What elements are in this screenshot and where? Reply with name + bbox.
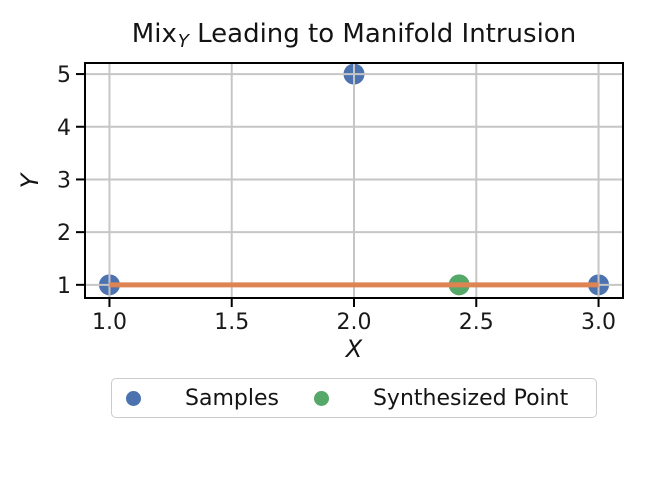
y-tick-label: 3 bbox=[57, 168, 71, 193]
legend-label-samples: Samples bbox=[185, 385, 279, 411]
x-tick-label: 2.0 bbox=[337, 310, 372, 335]
x-axis-label: X bbox=[345, 335, 363, 363]
axes-spines bbox=[84, 62, 624, 299]
legend-item-samples: Samples bbox=[126, 386, 279, 411]
legend: Samples Synthesized Point bbox=[111, 378, 597, 418]
x-tick-label: 3.0 bbox=[581, 310, 616, 335]
y-axis-label: Y bbox=[16, 173, 44, 189]
x-tick-label: 1.0 bbox=[92, 310, 127, 335]
chart-title: MixY Leading to Manifold Intrusion bbox=[85, 20, 623, 56]
y-tick-label: 4 bbox=[57, 116, 71, 141]
legend-label-synthesized-point: Synthesized Point bbox=[372, 385, 569, 411]
chart-title-subscript: Y bbox=[177, 31, 189, 52]
legend-item-synthesized-point: Synthesized Point bbox=[313, 385, 569, 411]
chart-title-suffix: Leading to Manifold Intrusion bbox=[188, 19, 577, 49]
synthesized-point-marker-icon bbox=[313, 390, 329, 406]
x-tick-label: 1.5 bbox=[214, 310, 249, 335]
x-tick-label: 2.5 bbox=[459, 310, 494, 335]
y-tick-label: 2 bbox=[57, 221, 71, 246]
y-tick-label: 1 bbox=[57, 274, 71, 299]
chart-title-prefix: Mix bbox=[131, 19, 177, 49]
samples-marker-icon bbox=[126, 390, 141, 406]
y-tick-label: 5 bbox=[57, 63, 71, 88]
